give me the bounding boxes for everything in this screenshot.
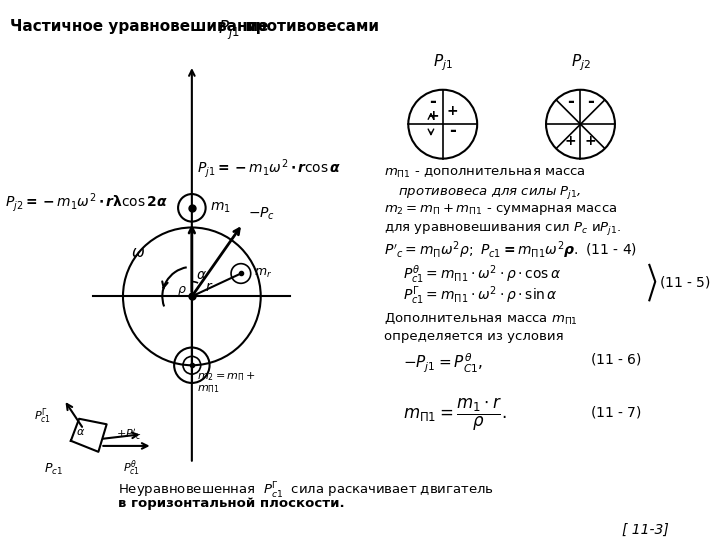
Text: $\boldsymbol{P_{j2} = -m_1\omega^2 \cdot r\lambda\cos 2\alpha}$: $\boldsymbol{P_{j2} = -m_1\omega^2 \cdot… (5, 192, 168, 214)
Text: -: - (429, 92, 436, 111)
Text: +: + (447, 104, 459, 118)
Text: $\boldsymbol{P_{j1}}$: $\boldsymbol{P_{j1}}$ (218, 19, 240, 42)
Text: -: - (567, 92, 574, 111)
Text: $P_{c1}$: $P_{c1}$ (44, 462, 63, 477)
Text: $\boldsymbol{P_{j1}}$: $\boldsymbol{P_{j1}}$ (433, 52, 453, 73)
Text: $\boldsymbol{P_{j1} = -m_1\omega^2 \cdot r\cos\alpha}$: $\boldsymbol{P_{j1} = -m_1\omega^2 \cdot… (197, 157, 341, 180)
Text: +: + (427, 109, 438, 123)
Text: $\boldsymbol{P_{j2}}$: $\boldsymbol{P_{j2}}$ (570, 52, 590, 73)
Text: +: + (564, 134, 577, 148)
Text: $P'_c = m_\Pi\omega^2\rho;\ \boldsymbol{P_{c1} = m_{\Pi1}\omega^2\rho.}\ (11\tex: $P'_c = m_\Pi\omega^2\rho;\ \boldsymbol{… (384, 239, 636, 261)
Text: +: + (585, 134, 596, 148)
Text: $m_2 = m_\Pi +$: $m_2 = m_\Pi +$ (197, 370, 256, 383)
Text: для уравновешивания сил $P_c$ и$P_{j1}$.: для уравновешивания сил $P_c$ и$P_{j1}$. (384, 220, 621, 237)
Text: $+P'_c$: $+P'_c$ (116, 427, 142, 442)
Text: определяется из условия: определяется из условия (384, 330, 563, 343)
Text: $-P_c$: $-P_c$ (248, 205, 275, 222)
Text: $(11\text{ - }5)$: $(11\text{ - }5)$ (660, 274, 711, 289)
Text: $\alpha$: $\alpha$ (197, 268, 207, 282)
Text: противовесами: противовесами (240, 19, 379, 34)
Text: $-P_{j1} = P_{C1}^{\theta},$: $-P_{j1} = P_{C1}^{\theta},$ (403, 352, 484, 375)
Text: Частичное уравновешивание: Частичное уравновешивание (10, 19, 274, 34)
Text: -: - (449, 122, 456, 140)
Text: $(11\text{ - }7)$: $(11\text{ - }7)$ (590, 403, 642, 420)
Text: $P_{c1}^{\Gamma} = m_{\Pi1} \cdot \omega^2 \cdot \rho \cdot \sin\alpha$: $P_{c1}^{\Gamma} = m_{\Pi1} \cdot \omega… (403, 285, 558, 307)
Text: $(11\text{ - }6)$: $(11\text{ - }6)$ (590, 352, 642, 367)
Text: $P_{c1}^{\Gamma}$: $P_{c1}^{\Gamma}$ (35, 407, 52, 426)
Text: $m_{\Pi1}$: $m_{\Pi1}$ (197, 383, 220, 395)
Text: $m_1$: $m_1$ (210, 201, 230, 215)
Text: $P_{c1}^{\theta}$: $P_{c1}^{\theta}$ (123, 458, 140, 478)
Text: [ 11-3]: [ 11-3] (622, 523, 669, 537)
Text: противовеса для силы $P_{j1}$,: противовеса для силы $P_{j1}$, (398, 184, 582, 201)
Text: $\omega$: $\omega$ (131, 245, 145, 260)
Text: Неуравновешенная  $P_{c1}^{\Gamma}$  сила раскачивает двигатель: Неуравновешенная $P_{c1}^{\Gamma}$ сила … (118, 481, 494, 502)
Text: $r$: $r$ (205, 280, 214, 294)
Text: $P_{c1}^{\theta} = m_{\Pi1} \cdot \omega^2 \cdot \rho \cdot \cos\alpha$: $P_{c1}^{\theta} = m_{\Pi1} \cdot \omega… (403, 263, 562, 285)
Text: $\rho$: $\rho$ (177, 285, 187, 299)
Text: $m_r$: $m_r$ (253, 267, 272, 280)
Text: Дополнительная масса $m_{\Pi1}$: Дополнительная масса $m_{\Pi1}$ (384, 312, 577, 326)
Text: $m_{\Pi1} = \dfrac{m_1 \cdot r}{\rho}.$: $m_{\Pi1} = \dfrac{m_1 \cdot r}{\rho}.$ (403, 396, 507, 433)
Text: $m_{\Pi1}$ - дополнительная масса: $m_{\Pi1}$ - дополнительная масса (384, 166, 585, 180)
Text: $\alpha$: $\alpha$ (76, 427, 85, 437)
Text: в горизонтальной плоскости.: в горизонтальной плоскости. (118, 497, 345, 510)
Text: -: - (587, 92, 594, 111)
Text: $m_2 = m_\Pi + m_{\Pi1}$ - суммарная масса: $m_2 = m_\Pi + m_{\Pi1}$ - суммарная мас… (384, 202, 617, 217)
